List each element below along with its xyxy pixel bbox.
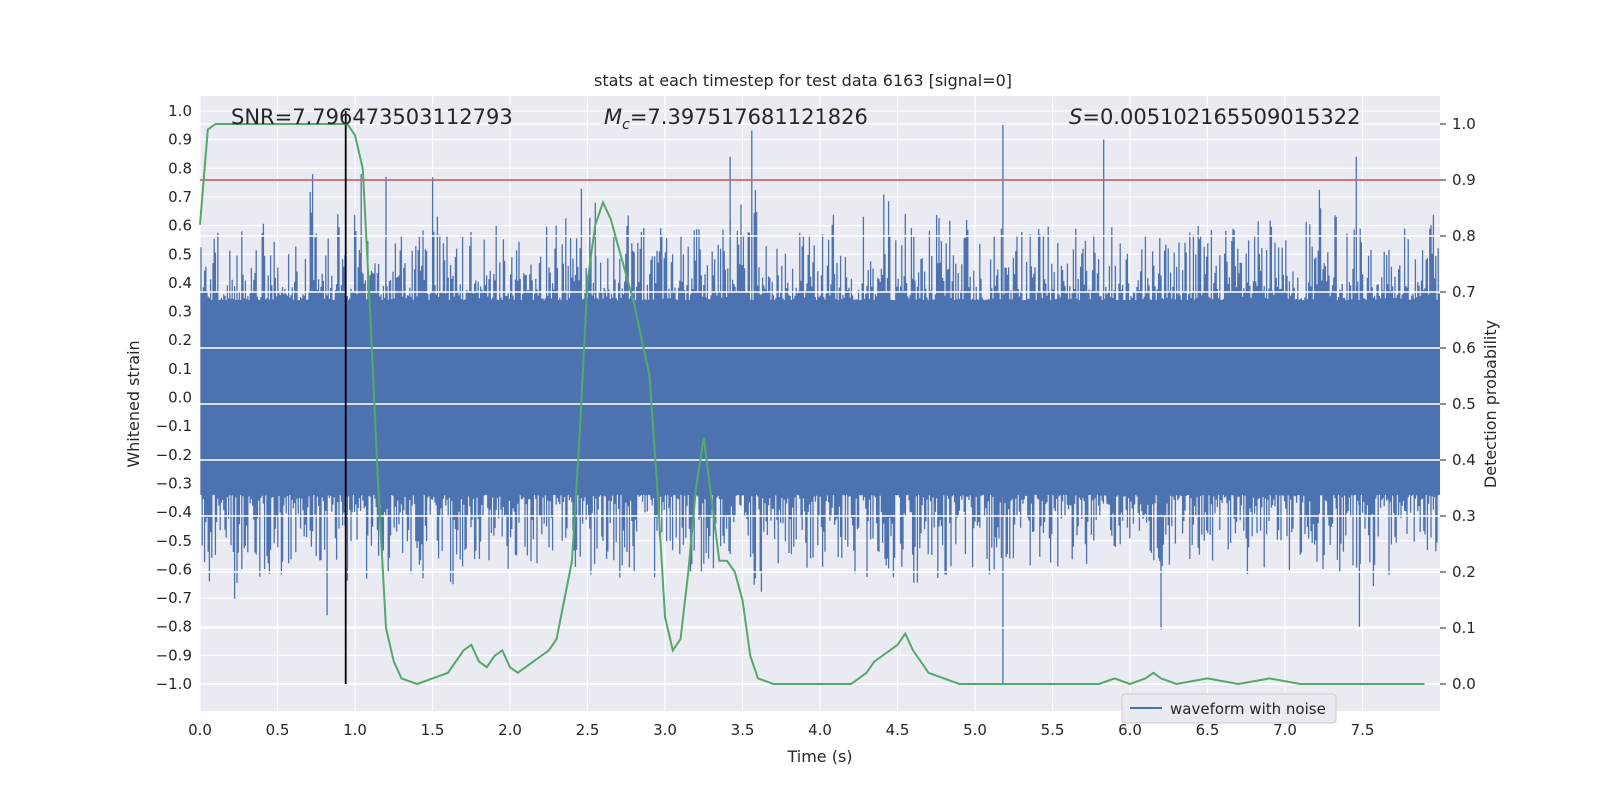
- x-tick-label: 4.5: [886, 721, 910, 739]
- y-tick-label: −1.0: [156, 675, 192, 693]
- x-tick-label: 0.5: [266, 721, 290, 739]
- y-tick-label: −0.8: [156, 618, 192, 636]
- y2-tick-label: 0.4: [1452, 451, 1476, 469]
- y-tick-label: −0.6: [156, 560, 192, 578]
- y2-tick-label: 0.1: [1452, 619, 1476, 637]
- snr-annotation: SNR=7.796473503112793: [231, 105, 513, 129]
- y2-tick-label: 0.0: [1452, 675, 1476, 693]
- y-tick-label: −0.7: [156, 589, 192, 607]
- y2-tick-label: 0.8: [1452, 227, 1476, 245]
- x-tick-label: 1.0: [343, 721, 367, 739]
- y-tick-label: 0.6: [168, 217, 192, 235]
- chirp-mass-annotation: Mc=7.397517681121826: [604, 105, 868, 133]
- x-tick-label: 5.0: [963, 721, 987, 739]
- x-tick-label: 0.0: [188, 721, 212, 739]
- waveform-with-noise-series: [200, 125, 1441, 684]
- x-tick-label: 2.0: [498, 721, 522, 739]
- x-tick-label: 2.5: [576, 721, 600, 739]
- legend-box: [1121, 693, 1337, 724]
- y2-axis-label: Detection probability: [1481, 320, 1500, 488]
- y-tick-label: 0.9: [168, 131, 192, 149]
- legend-label: waveform with noise: [1170, 700, 1326, 718]
- y-axis-label: Whitened strain: [124, 340, 143, 467]
- y-tick-label: 1.0: [168, 102, 192, 120]
- y-tick-label: 0.1: [168, 360, 192, 378]
- y-tick-label: −0.5: [156, 532, 192, 550]
- y-tick-label: 0.4: [168, 274, 192, 292]
- chirp-mass-symbol: M: [604, 105, 622, 129]
- x-tick-label: 1.5: [421, 721, 445, 739]
- s-value: =0.005102165509015322: [1082, 105, 1360, 129]
- legend: waveform with noise: [1121, 693, 1337, 724]
- chirp-mass-subscript: c: [622, 117, 630, 133]
- s-annotation: S=0.005102165509015322: [1069, 105, 1360, 129]
- y2-axis-ticks: 1.0 0.9 0.8 0.7 0.6 0.5 0.4 0.3 0.2 0.1 0.0: [1440, 115, 1476, 693]
- y-tick-label: 0.0: [168, 389, 192, 407]
- y2-tick-label: 0.7: [1452, 283, 1476, 301]
- y-tick-label: −0.3: [156, 474, 192, 492]
- detection-probability-line: [199, 123, 1425, 686]
- y-tick-label: 0.7: [168, 188, 192, 206]
- y-tick-label: −0.2: [156, 446, 192, 464]
- x-tick-label: 6.5: [1196, 721, 1220, 739]
- y2-tick-label: 0.5: [1452, 395, 1476, 413]
- y-tick-label: 0.5: [168, 245, 192, 263]
- y-tick-label: −0.9: [156, 646, 192, 664]
- x-tick-label: 7.5: [1351, 721, 1375, 739]
- y2-tick-label: 0.2: [1452, 563, 1476, 581]
- waveform-bars: [200, 125, 1441, 684]
- x-tick-label: 7.0: [1273, 721, 1297, 739]
- x-tick-label: 6.0: [1118, 721, 1142, 739]
- y2-tick-label: 1.0: [1452, 115, 1476, 133]
- x-axis-label: Time (s): [786, 747, 852, 766]
- y-tick-label: 0.8: [168, 159, 192, 177]
- chirp-mass-value: =7.397517681121826: [630, 105, 868, 129]
- y-tick-label: −0.4: [156, 503, 192, 521]
- y2-tick-label: 0.3: [1452, 507, 1476, 525]
- x-tick-label: 4.0: [808, 721, 832, 739]
- y-tick-label: 0.3: [168, 303, 192, 321]
- y2-tick-label: 0.6: [1452, 339, 1476, 357]
- y2-tick-label: 0.9: [1452, 171, 1476, 189]
- y-tick-label: 0.2: [168, 331, 192, 349]
- x-tick-label: 3.5: [731, 721, 755, 739]
- s-symbol: S: [1069, 105, 1082, 129]
- y-tick-label: −0.1: [156, 417, 192, 435]
- chart-title: stats at each timestep for test data 616…: [594, 71, 1012, 90]
- x-tick-label: 5.5: [1041, 721, 1065, 739]
- x-tick-label: 3.0: [653, 721, 677, 739]
- y-axis-ticks: 1.0 0.9 0.8 0.7 0.6 0.5 0.4 0.3 0.2 0.1 0.0 −0.1 −0.…: [156, 102, 192, 693]
- x-axis-ticks: 0.0 0.5 1.0 1.5 2.0 2.5 3.0 3.5 4.0 4.5 5.0 5.5 6.0 6…: [188, 721, 1374, 739]
